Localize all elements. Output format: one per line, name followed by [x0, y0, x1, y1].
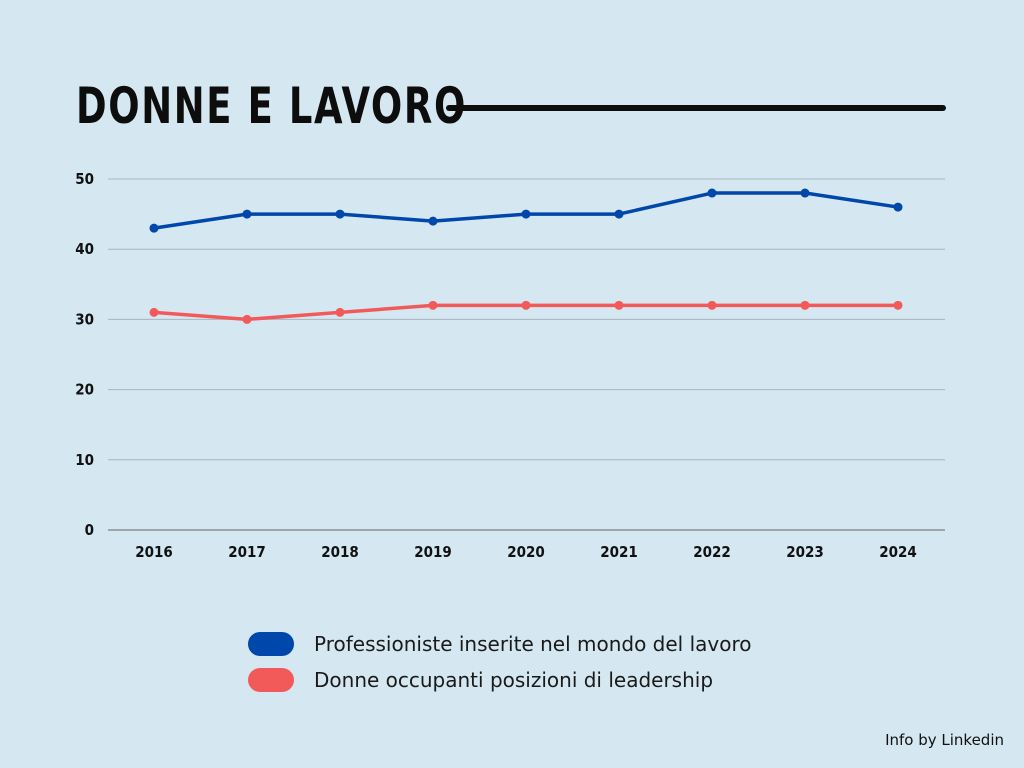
y-tick-label-20: 20	[75, 381, 94, 399]
y-tick-label-30: 30	[75, 310, 94, 328]
data-point-1-2016	[149, 307, 159, 317]
legend-label-leadership: Donne occupanti posizioni di leadership	[314, 668, 714, 692]
x-tick-label-2018: 2018	[321, 543, 359, 561]
y-tick-label-50: 50	[75, 170, 94, 188]
data-point-0-2020	[521, 209, 531, 219]
y-tick-label-0: 0	[85, 521, 94, 539]
data-point-0-2016	[149, 223, 159, 233]
data-point-1-2020	[521, 300, 531, 310]
data-point-1-2018	[335, 307, 345, 317]
line-chart: 0 10 20 30 40 50 2016 2017 2018 2019 2020 2021 2022…	[75, 170, 945, 561]
data-point-1-2022	[707, 300, 717, 310]
data-point-0-2024	[893, 202, 903, 212]
data-point-1-2024	[893, 300, 903, 310]
chart-title: DONNE E LAVORO	[76, 77, 467, 135]
legend-swatch-professioniste	[248, 632, 294, 656]
x-tick-label-2022: 2022	[693, 543, 731, 561]
series-points	[149, 188, 903, 324]
x-tick-label-2024: 2024	[879, 543, 917, 561]
x-tick-label-2021: 2021	[600, 543, 638, 561]
data-point-0-2021	[614, 209, 624, 219]
data-point-0-2017	[242, 209, 252, 219]
legend-label-professioniste: Professioniste inserite nel mondo del la…	[314, 632, 752, 656]
data-point-0-2019	[428, 216, 438, 226]
data-point-1-2021	[614, 300, 624, 310]
legend-item-professioniste: Professioniste inserite nel mondo del la…	[248, 626, 752, 662]
data-point-1-2019	[428, 300, 438, 310]
gridlines	[108, 178, 945, 531]
source-note: Info by Linkedin	[885, 731, 1004, 749]
x-tick-label-2019: 2019	[414, 543, 452, 561]
data-point-0-2018	[335, 209, 345, 219]
legend: Professioniste inserite nel mondo del la…	[248, 626, 752, 698]
y-tick-label-10: 10	[75, 451, 94, 469]
legend-item-leadership: Donne occupanti posizioni di leadership	[248, 662, 752, 698]
x-tick-label-2020: 2020	[507, 543, 545, 561]
data-point-1-2023	[800, 300, 810, 310]
x-tick-label-2016: 2016	[135, 543, 173, 561]
x-axis-ticks: 2016 2017 2018 2019 2020 2021 2022 2023 2024	[135, 543, 917, 561]
x-tick-label-2023: 2023	[786, 543, 824, 561]
legend-swatch-leadership	[248, 668, 294, 692]
title-underline	[446, 105, 946, 111]
data-point-0-2023	[800, 188, 810, 198]
data-point-0-2022	[707, 188, 717, 198]
y-tick-label-40: 40	[75, 240, 94, 258]
x-tick-label-2017: 2017	[228, 543, 266, 561]
data-point-1-2017	[242, 314, 252, 324]
y-axis-ticks: 0 10 20 30 40 50	[75, 170, 94, 539]
